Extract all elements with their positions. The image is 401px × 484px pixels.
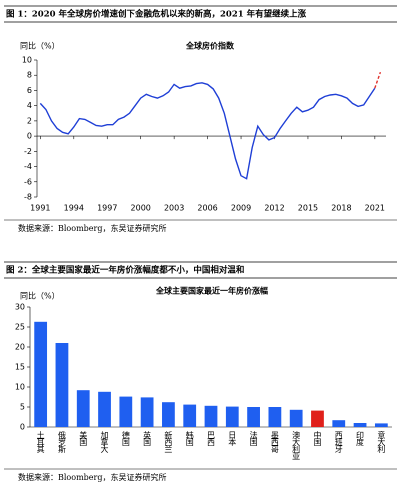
x-tick-label: 2018 [331, 204, 351, 213]
chart-title: 全球主要国家最近一年房价涨幅 [155, 286, 268, 296]
x-tick-label: 2012 [264, 204, 284, 213]
bar [98, 391, 111, 427]
x-tick-label: 新西兰 [164, 430, 173, 453]
y-tick-label: 8 [27, 71, 32, 80]
bar [353, 423, 367, 427]
x-tick-label: 巴西 [207, 431, 216, 447]
x-tick-label: 法国 [249, 430, 258, 447]
y-tick-label: 30 [15, 303, 25, 312]
y-axis-label: 同比（%） [20, 41, 60, 51]
x-tick-label: 西班牙 [334, 431, 343, 454]
bar [374, 423, 388, 427]
bar [76, 390, 90, 427]
figure-caption: 图 1：2020 年全球房价增速创下金融危机以来的新高，2021 年有望继续上涨 [6, 9, 307, 20]
x-tick-label: 2021 [365, 204, 385, 213]
bar [332, 420, 346, 427]
y-tick-label: -6 [24, 177, 32, 186]
y-tick-label: 10 [22, 56, 32, 65]
bar [162, 402, 175, 427]
x-tick-label: 澳大利亚 [292, 430, 301, 460]
bar [268, 407, 282, 427]
line-series [374, 71, 382, 89]
x-tick-label: 意大利 [377, 430, 386, 453]
y-tick-label: 0 [27, 132, 32, 141]
y-tick-label: -4 [24, 162, 32, 171]
x-tick-label: 2003 [164, 204, 184, 213]
bar [289, 409, 303, 427]
y-axis-label: 同比（%） [20, 291, 60, 301]
bar [140, 397, 154, 427]
y-tick-label: 20 [15, 343, 25, 352]
y-tick-label: 10 [15, 383, 25, 392]
x-tick-label: 2006 [197, 204, 217, 213]
x-tick-label: 日本 [228, 431, 237, 447]
x-tick-label: 1997 [97, 204, 117, 213]
x-tick-label: 加拿大 [100, 430, 109, 454]
y-tick-label: -8 [24, 193, 32, 202]
x-tick-label: 中国 [313, 430, 322, 447]
bar [119, 396, 133, 427]
line-series [39, 82, 376, 180]
y-tick-label: 6 [27, 86, 32, 95]
x-tick-label: 韩国 [185, 430, 194, 447]
y-tick-label: 15 [15, 363, 25, 372]
bar [34, 321, 48, 427]
x-tick-label: 1994 [64, 204, 84, 213]
y-tick-label: 5 [20, 403, 25, 412]
x-tick-label: 英国 [143, 430, 152, 447]
y-tick-label: 4 [27, 101, 32, 110]
x-tick-label: 土耳其 [36, 430, 45, 454]
y-tick-label: 25 [15, 323, 25, 332]
x-tick-label: 2000 [131, 204, 151, 213]
y-tick-label: -2 [24, 147, 32, 156]
x-tick-label: 俄罗斯 [57, 430, 66, 454]
bar [183, 404, 197, 427]
bar [225, 406, 239, 427]
bar [311, 410, 324, 427]
x-tick-label: 1991 [30, 204, 50, 213]
x-tick-label: 美国 [79, 430, 88, 447]
y-tick-label: 2 [27, 116, 32, 125]
x-tick-label: 墨西哥 [270, 431, 279, 454]
x-tick-label: 德国 [121, 430, 130, 447]
chart-title: 全球房价指数 [185, 41, 235, 51]
bar [247, 407, 260, 427]
bar [204, 405, 218, 427]
x-tick-label: 2015 [298, 204, 318, 213]
bar [55, 343, 69, 427]
x-tick-label: 印度 [356, 431, 365, 447]
x-tick-label: 2009 [231, 204, 251, 213]
y-tick-label: 0 [20, 423, 25, 432]
figure-caption: 图 2：全球主要国家最近一年房价涨幅度都不小，中国相对温和 [6, 265, 244, 276]
source: 数据来源：Bloomberg，东吴证券研究所 [18, 223, 166, 233]
source: 数据来源：Bloomberg，东吴证券研究所 [18, 472, 166, 482]
